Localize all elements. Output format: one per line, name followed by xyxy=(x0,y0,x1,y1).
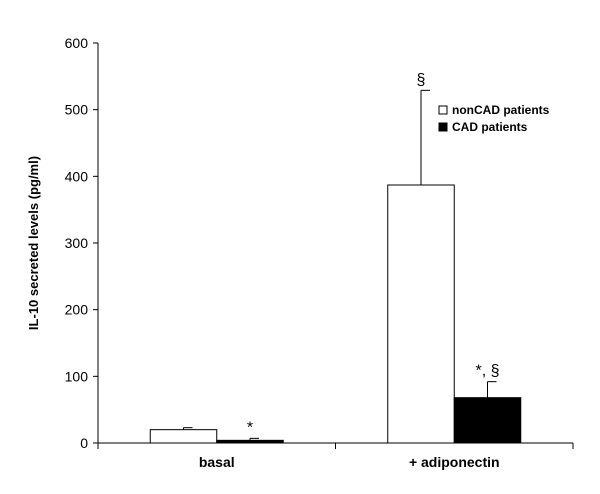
significance-mark: * xyxy=(247,419,253,436)
y-tick-label: 300 xyxy=(65,235,89,251)
legend-swatch xyxy=(438,105,448,115)
y-tick-label: 100 xyxy=(65,368,89,384)
error-bars xyxy=(183,89,497,441)
y-tick-label: 400 xyxy=(65,168,89,184)
bar xyxy=(149,429,218,444)
legend-label: nonCAD patients xyxy=(452,103,550,117)
bar xyxy=(216,439,284,444)
legend-label: CAD patients xyxy=(452,120,528,134)
bar xyxy=(453,397,522,444)
y-tick-label: 500 xyxy=(65,102,89,118)
legend-swatch xyxy=(438,122,448,132)
y-tick-label: 0 xyxy=(80,435,88,451)
bars xyxy=(149,184,522,444)
significance-mark: *, § xyxy=(475,363,499,380)
annotations: * *, § § xyxy=(247,71,500,436)
significance-mark: § xyxy=(417,71,426,88)
y-axis-title: IL-10 secreted levels (pg/ml) xyxy=(26,156,41,330)
legend: nonCAD patients CAD patients xyxy=(438,103,550,134)
axes: 0 100 200 300 400 500 600 basal + adiponectin xyxy=(65,35,574,470)
bar xyxy=(387,184,455,444)
x-tick-label: + adiponectin xyxy=(409,454,500,470)
y-tick-label: 200 xyxy=(65,302,89,318)
y-tick-label: 600 xyxy=(65,35,89,51)
x-tick-label: basal xyxy=(199,454,235,470)
